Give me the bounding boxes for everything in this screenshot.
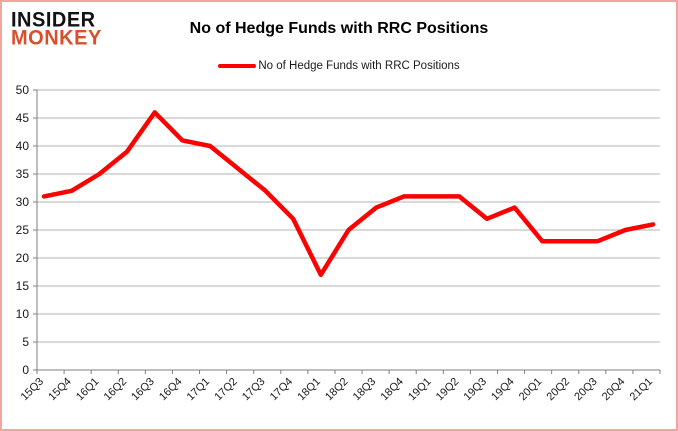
x-axis-label: 19Q4 [489, 376, 517, 404]
y-axis-label: 15 [16, 279, 30, 293]
x-axis-label: 16Q3 [129, 376, 157, 404]
x-axis-label: 20Q2 [545, 376, 573, 404]
x-axis-label: 16Q1 [74, 376, 102, 404]
y-axis-label: 5 [22, 335, 29, 349]
x-axis-label: 20Q4 [600, 376, 628, 404]
x-axis-label: 17Q4 [268, 376, 296, 404]
y-axis-label: 40 [16, 139, 30, 153]
line-series [41, 110, 656, 278]
legend-line-swatch [218, 64, 257, 68]
insider-monkey-logo: INSIDER MONKEY [11, 8, 102, 51]
x-axis-label: 21Q1 [628, 376, 656, 404]
y-axis-label: 30 [16, 195, 30, 209]
x-axis-label: 17Q3 [240, 376, 268, 404]
chart-title: No of Hedge Funds with RRC Positions [189, 20, 489, 37]
y-axis-label: 45 [16, 111, 30, 125]
legend: No of Hedge Funds with RRC Positions [2, 60, 676, 72]
x-axis-label: 19Q3 [462, 376, 490, 404]
x-axis-label: 19Q2 [434, 376, 462, 404]
x-axis-label: 18Q4 [378, 376, 406, 404]
y-axis-label: 10 [16, 307, 30, 321]
logo-line-monkey: MONKEY [11, 26, 102, 51]
y-axis-label: 35 [16, 167, 30, 181]
logo-line-insider: INSIDER [11, 8, 96, 32]
x-axis-label: 20Q3 [572, 376, 600, 404]
y-axis-label: 0 [22, 363, 29, 377]
legend-label: No of Hedge Funds with RRC Positions [258, 60, 460, 72]
x-axis-label: 15Q3 [19, 376, 47, 404]
x-axis-label: 19Q1 [406, 376, 434, 404]
line-chart: 0 5 10 15 20 25 30 35 40 45 50 15Q3 15Q4 16Q1 16Q2 16Q3… [16, 83, 661, 404]
x-axis-label: 17Q1 [185, 376, 213, 404]
y-axis-label: 50 [16, 83, 30, 97]
x-axis-label: 18Q1 [295, 376, 323, 404]
x-axis-label: 15Q4 [46, 376, 74, 404]
y-axis-label: 20 [16, 251, 30, 265]
x-axis-label: 16Q2 [102, 376, 130, 404]
x-axis-label: 17Q2 [212, 376, 240, 404]
y-axis-label: 25 [16, 223, 30, 237]
x-axis-label: 20Q1 [517, 376, 545, 404]
x-axis-label: 16Q4 [157, 376, 185, 404]
x-axis-label: 18Q3 [351, 376, 379, 404]
x-axis-label: 18Q2 [323, 376, 351, 404]
